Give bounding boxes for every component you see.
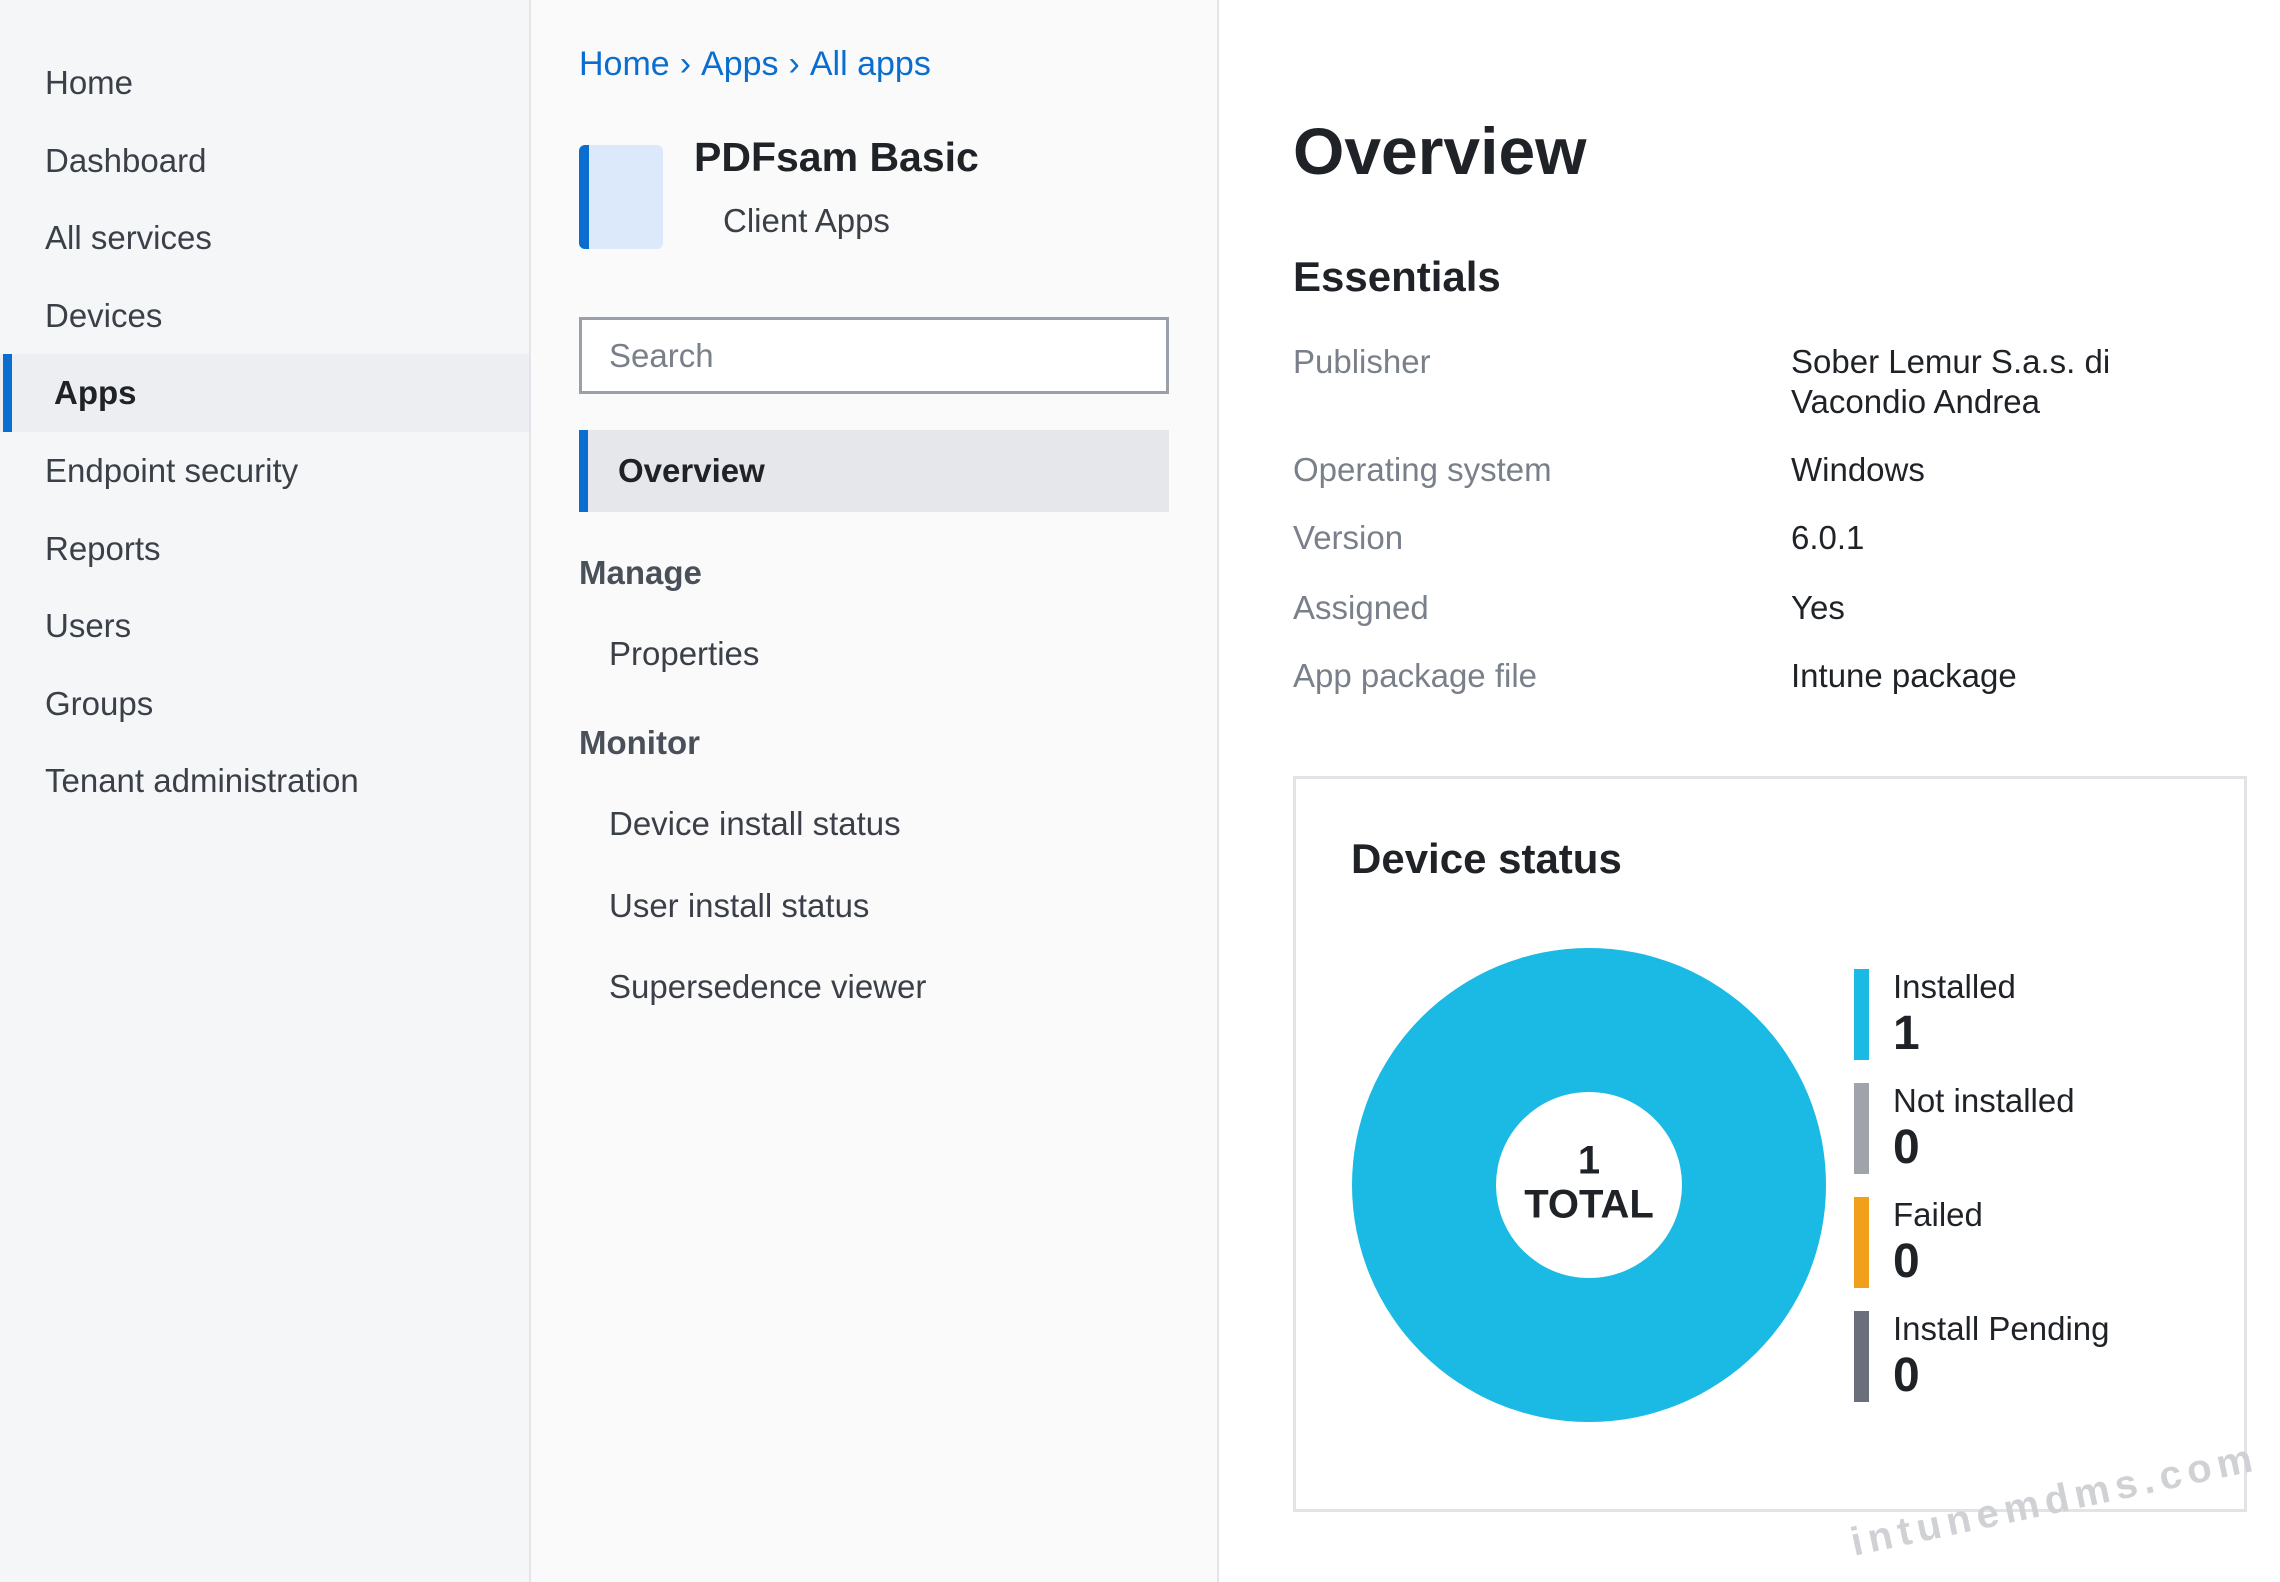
essentials-label: Operating system	[1293, 451, 1552, 488]
nav-label: Dashboard	[45, 141, 207, 179]
donut-total-label: TOTAL	[1524, 1183, 1654, 1227]
nav-item[interactable]: All services	[0, 199, 529, 277]
nav-active-bar	[3, 354, 12, 433]
breadcrumb-link[interactable]: Home	[579, 45, 670, 83]
nav-item[interactable]: Reports	[0, 510, 529, 588]
nav-label: All services	[45, 219, 212, 257]
nav-item[interactable]: Apps	[0, 354, 529, 433]
app-icon	[579, 145, 663, 249]
nav-item[interactable]: Dashboard	[0, 122, 529, 200]
menu-section: Manage	[579, 554, 702, 591]
legend-swatch	[1854, 969, 1869, 1060]
legend-value: 0	[1893, 1121, 1920, 1174]
legend-name: Install Pending	[1893, 1310, 2110, 1347]
legend-name: Installed	[1893, 968, 2016, 1005]
page-title: Overview	[1293, 114, 1587, 188]
app-name: PDFsam Basic	[694, 134, 979, 180]
essentials-value: Windows	[1791, 451, 1925, 488]
nav-label: Users	[45, 607, 132, 645]
nav-label: Devices	[45, 296, 163, 334]
menu-item[interactable]: Properties	[609, 635, 760, 672]
essentials-label: Publisher	[1293, 343, 1431, 380]
essentials-value: Intune package	[1791, 657, 2017, 694]
nav-item[interactable]: Users	[0, 587, 529, 665]
legend-name: Not installed	[1893, 1082, 2075, 1119]
nav-item[interactable]: Groups	[0, 665, 529, 743]
essentials-label: Assigned	[1293, 589, 1429, 626]
donut-segment	[1352, 948, 1826, 1422]
legend-value: 0	[1893, 1349, 1920, 1402]
essentials-value: Yes	[1791, 589, 1845, 626]
nav-item[interactable]: Home	[0, 44, 529, 122]
menu-item[interactable]: Device install status	[609, 805, 901, 842]
donut-total: 1	[1578, 1139, 1600, 1183]
menu-section: Monitor	[579, 724, 700, 761]
search-box[interactable]: Search	[579, 317, 1169, 394]
menu-item[interactable]: User install status	[609, 887, 870, 924]
section-title: Essentials	[1293, 253, 1501, 300]
card-title: Device status	[1351, 835, 1622, 882]
essentials-label: App package file	[1293, 657, 1538, 694]
nav-label: Apps	[54, 374, 137, 412]
legend-swatch	[1854, 1197, 1869, 1288]
breadcrumb: Home › Apps › All apps	[579, 42, 931, 86]
legend-value: 1	[1893, 1007, 1920, 1060]
legend-swatch	[1854, 1311, 1869, 1402]
device-status-card: Device status 1 TOTAL Installed 1 Not insta…	[1293, 776, 2247, 1512]
legend-value: 0	[1893, 1235, 1920, 1288]
menu-item[interactable]: Supersedence viewer	[609, 968, 927, 1005]
breadcrumb-link[interactable]: Apps	[701, 45, 779, 83]
app-subtitle: Client Apps	[723, 202, 890, 239]
menu-selected-label: Overview	[618, 452, 765, 489]
nav-label: Tenant administration	[45, 762, 359, 800]
menu-selected[interactable]: Overview	[579, 430, 1169, 512]
breadcrumb-link[interactable]: All apps	[809, 45, 931, 83]
app-panel: PDFsam Basic Client Apps Search Overview…	[531, 0, 1219, 1582]
nav-label: Home	[45, 64, 134, 101]
left-nav: Home Dashboard All services Devices Apps Endp…	[0, 0, 531, 1582]
breadcrumb-separator: ›	[788, 45, 800, 83]
breadcrumb-separator: ›	[679, 45, 692, 83]
essentials-label: Version	[1293, 519, 1404, 556]
essentials-value: Sober Lemur S.a.s. di Vacondio Andrea	[1791, 343, 2111, 420]
nav-item[interactable]: Tenant administration	[0, 742, 529, 820]
essentials-value: 6.0.1	[1791, 519, 1865, 556]
nav-item[interactable]: Endpoint security	[0, 432, 529, 510]
legend-swatch	[1854, 1083, 1869, 1174]
main-content: Overview Essentials Device status 1 TOTAL…	[1219, 0, 2280, 1582]
search-placeholder: Search	[609, 337, 714, 374]
nav-label: Reports	[45, 529, 161, 567]
legend-name: Failed	[1893, 1196, 1983, 1233]
nav-label: Groups	[45, 684, 154, 722]
nav-label: Endpoint security	[45, 452, 299, 489]
nav-item[interactable]: Devices	[0, 277, 529, 355]
